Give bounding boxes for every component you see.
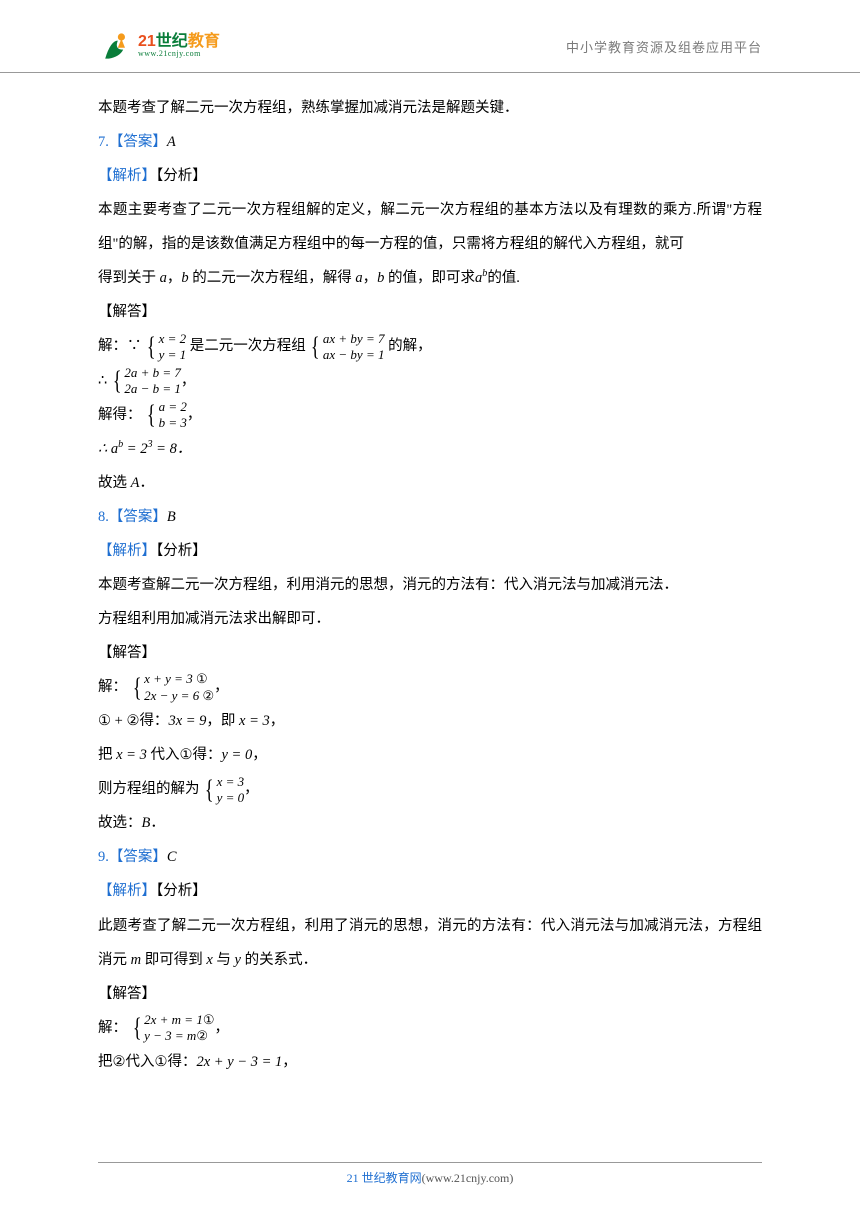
answer-label: 【答案】 xyxy=(109,134,167,150)
q7-analysis-head: 【解析】【分析】 xyxy=(98,159,762,193)
fenxi-label: 【分析】 xyxy=(156,168,207,184)
text: 是二元一次方程组 xyxy=(190,338,306,354)
q8-p2: 方程组利用加减消元法求出解即可． xyxy=(98,602,762,636)
eq: x = 2 xyxy=(159,331,187,347)
eq: y = 0 xyxy=(217,790,245,806)
eq: b = 3 xyxy=(159,415,187,431)
page-footer: 21 世纪教育网(www.21cnjy.com) xyxy=(98,1162,762,1186)
q7-s4: ∴ ab = 23 = 8． xyxy=(98,432,762,466)
q8-s1: 解： {x + y = 3 ①2x − y = 6 ②， xyxy=(98,670,762,704)
logo-url: www.21cnjy.com xyxy=(138,50,220,58)
q8-analysis-head: 【解析】【分析】 xyxy=(98,534,762,568)
logo-icon xyxy=(98,28,134,64)
logo: 21世纪教育 www.21cnjy.com xyxy=(98,28,220,64)
answer-label: 【答案】 xyxy=(109,849,167,865)
text: 的值，即可求 xyxy=(384,270,475,286)
eq: 2a − b = 1 xyxy=(124,381,181,397)
q7-num: 7. xyxy=(98,134,109,150)
q8-p1: 本题考查解二元一次方程组，利用消元的思想，消元的方法有：代入消元法与加减消元法． xyxy=(98,568,762,602)
eq: x = 3 xyxy=(217,774,245,790)
eq: ax − by = 1 xyxy=(323,347,385,363)
q7-s3: 解得： {a = 2b = 3， xyxy=(98,398,762,432)
text: 的值. xyxy=(487,270,520,286)
fenxi-label: 【分析】 xyxy=(156,543,207,559)
eq: ax + by = 7 xyxy=(323,331,385,347)
document-body: 本题考查了解二元一次方程组，熟练掌握加减消元法是解题关键． 7.【答案】A 【解… xyxy=(0,91,860,1079)
q9-p1: 此题考查了解二元一次方程组，利用了消元的思想，消元的方法有：代入消元法与加减消元… xyxy=(98,909,762,977)
logo-cn-a: 世纪 xyxy=(156,33,188,50)
text: 得到关于 xyxy=(98,270,160,286)
page-header: 21世纪教育 www.21cnjy.com 中小学教育资源及组卷应用平台 xyxy=(0,0,860,73)
answer-label: 【答案】 xyxy=(109,509,167,525)
q9-analysis-head: 【解析】【分析】 xyxy=(98,874,762,908)
q8-s3: 把 x = 3 代入①得：y = 0， xyxy=(98,738,762,772)
q7-p2: 得到关于 a，b 的二元一次方程组，解得 a，b 的值，即可求ab的值. xyxy=(98,261,762,295)
q8-s2: ① + ②得：3x = 9，即 x = 3， xyxy=(98,704,762,738)
footer-brand: 21 世纪教育网 xyxy=(347,1171,422,1185)
fenxi-label: 【分析】 xyxy=(156,883,207,899)
text: 的解， xyxy=(388,338,432,354)
q8-answer: 8.【答案】B xyxy=(98,500,762,534)
q8-num: 8. xyxy=(98,509,109,525)
analysis-label: 【解析】 xyxy=(98,543,156,559)
text: 解：∵ xyxy=(98,338,142,354)
analysis-label: 【解析】 xyxy=(98,883,156,899)
text: 解： xyxy=(98,1020,127,1036)
text: ∴ xyxy=(98,373,107,389)
q8-answer-letter: B xyxy=(167,509,176,525)
q7-answer: 7.【答案】A xyxy=(98,125,762,159)
q7-s2: ∴ {2a + b = 72a − b = 1， xyxy=(98,364,762,398)
text: 解得： xyxy=(98,407,142,423)
eq: 2a + b = 7 xyxy=(124,365,181,381)
q7-answer-letter: A xyxy=(167,134,176,150)
text: 解： xyxy=(98,679,127,695)
eq: a = 2 xyxy=(159,399,187,415)
jieda-label: 【解答】 xyxy=(98,636,762,670)
jieda-label: 【解答】 xyxy=(98,977,762,1011)
q8-s5: 故选：B． xyxy=(98,806,762,840)
q7-p1: 本题主要考查了二元一次方程组解的定义，解二元一次方程组的基本方法以及有理数的乘方… xyxy=(98,193,762,261)
q7-s5: 故选 A． xyxy=(98,466,762,500)
header-tagline: 中小学教育资源及组卷应用平台 xyxy=(566,37,762,56)
analysis-label: 【解析】 xyxy=(98,168,156,184)
q9-answer: 9.【答案】C xyxy=(98,840,762,874)
logo-21-two: 21 xyxy=(138,33,156,50)
q9-num: 9. xyxy=(98,849,109,865)
logo-text: 21世纪教育 www.21cnjy.com xyxy=(138,34,220,58)
intro-line: 本题考查了解二元一次方程组，熟练掌握加减消元法是解题关键． xyxy=(98,91,762,125)
footer-url: (www.21cnjy.com) xyxy=(422,1171,514,1185)
q7-s1: 解：∵ {x = 2y = 1 是二元一次方程组 {ax + by = 7ax … xyxy=(98,329,762,363)
q9-s1: 解： {2x + m = 1①y − 3 = m②， xyxy=(98,1011,762,1045)
logo-cn-b: 教育 xyxy=(188,33,220,50)
q9-answer-letter: C xyxy=(167,849,177,865)
jieda-label: 【解答】 xyxy=(98,295,762,329)
text: 则方程组的解为 xyxy=(98,781,200,797)
text: 的二元一次方程组，解得 xyxy=(189,270,356,286)
eq: y = 1 xyxy=(159,347,187,363)
q9-s2: 把②代入①得：2x + y − 3 = 1， xyxy=(98,1045,762,1079)
q8-s4: 则方程组的解为 {x = 3y = 0， xyxy=(98,772,762,806)
